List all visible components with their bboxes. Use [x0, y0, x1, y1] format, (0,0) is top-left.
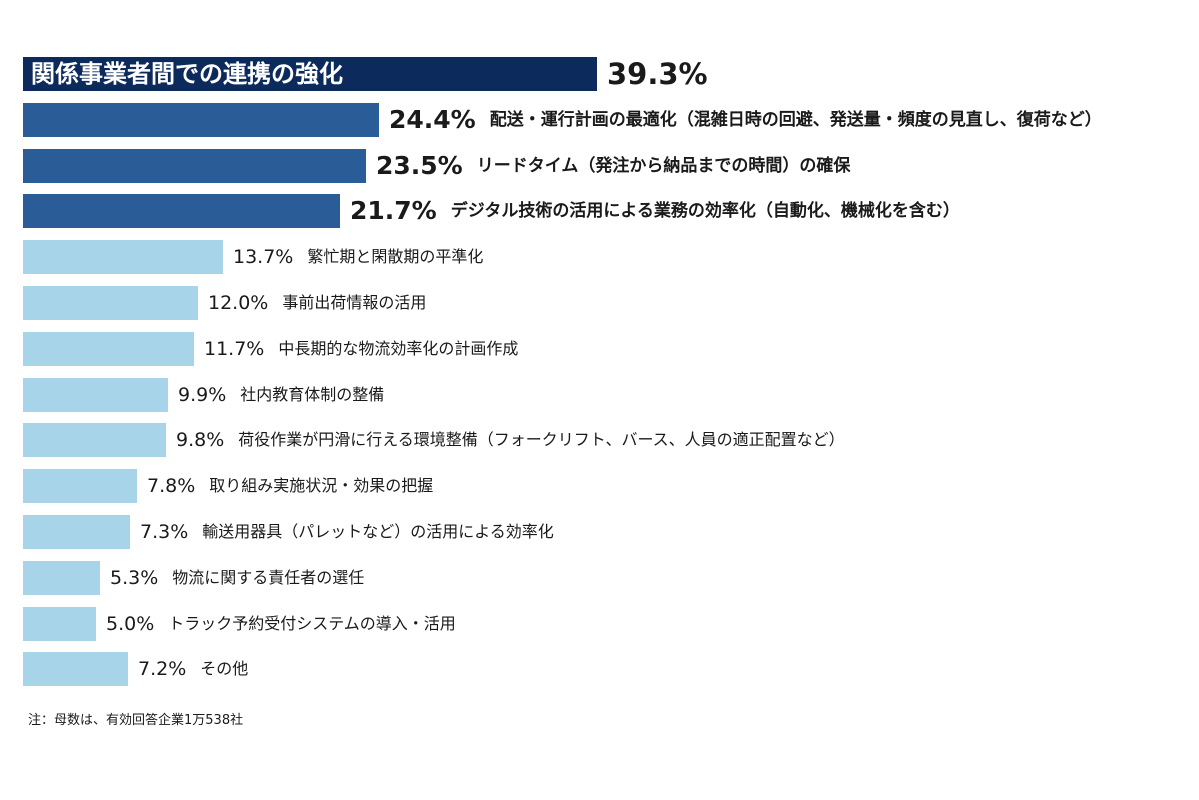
bar	[23, 652, 128, 686]
bar-value-label: 23.5%	[376, 151, 463, 180]
bar-value-label: 24.4%	[389, 105, 476, 134]
bar-value-label: 5.0%	[106, 613, 155, 635]
bar	[23, 378, 168, 412]
bar	[23, 607, 96, 641]
bar-value-label: 9.8%	[176, 429, 225, 451]
bar-value-label: 7.2%	[138, 658, 187, 680]
bar-category-label: リードタイム（発注から納品までの時間）の確保	[476, 156, 851, 176]
bar-category-label: 取り組み実施状況・効果の把握	[209, 476, 434, 495]
bar-category-label: デジタル技術の活用による業務の効率化（自動化、機械化を含む）	[450, 201, 960, 221]
bar	[23, 332, 194, 366]
bar-category-label: 繁忙期と閑散期の平準化	[307, 247, 484, 266]
bar-category-label: 社内教育体制の整備	[240, 385, 385, 404]
bar-value-label: 9.9%	[178, 384, 227, 406]
bar-category-label: 事前出荷情報の活用	[282, 293, 427, 312]
bar-value-label: 11.7%	[204, 338, 265, 360]
bar	[23, 240, 223, 274]
bar	[23, 194, 340, 228]
bar-value-label: 12.0%	[208, 292, 269, 314]
bar	[23, 515, 130, 549]
bar-category-label: 配送・運行計画の最適化（混雑日時の回避、発送量・頻度の見直し、復荷など）	[489, 110, 1102, 130]
bar	[23, 103, 379, 137]
bar-value-label: 7.8%	[147, 475, 196, 497]
bar-category-label: 輸送用器具（パレットなど）の活用による効率化	[202, 522, 554, 541]
bar: 関係事業者間での連携の強化	[23, 57, 597, 91]
bar-value-label: 13.7%	[233, 246, 294, 268]
bar-category-label: 関係事業者間での連携の強化	[31, 60, 343, 88]
bar	[23, 286, 198, 320]
bar-category-label: 中長期的な物流効率化の計画作成	[278, 339, 519, 358]
bar-value-label: 5.3%	[110, 567, 159, 589]
bar-category-label: 物流に関する責任者の選任	[172, 568, 365, 587]
chart-note: 注：母数は、有効回答企業1万538社	[28, 713, 244, 728]
bar	[23, 469, 137, 503]
bar-value-label: 7.3%	[140, 521, 189, 543]
bar-category-label: 荷役作業が円滑に行える環境整備（フォークリフト、バース、人員の適正配置など）	[238, 430, 845, 449]
bar	[23, 561, 100, 595]
bar-category-label: トラック予約受付システムの導入・活用	[168, 614, 456, 633]
bar-value-label: 39.3%	[607, 57, 708, 91]
bar	[23, 423, 166, 457]
bar-category-label: その他	[200, 659, 249, 678]
bar-value-label: 21.7%	[350, 196, 437, 225]
bar	[23, 149, 366, 183]
